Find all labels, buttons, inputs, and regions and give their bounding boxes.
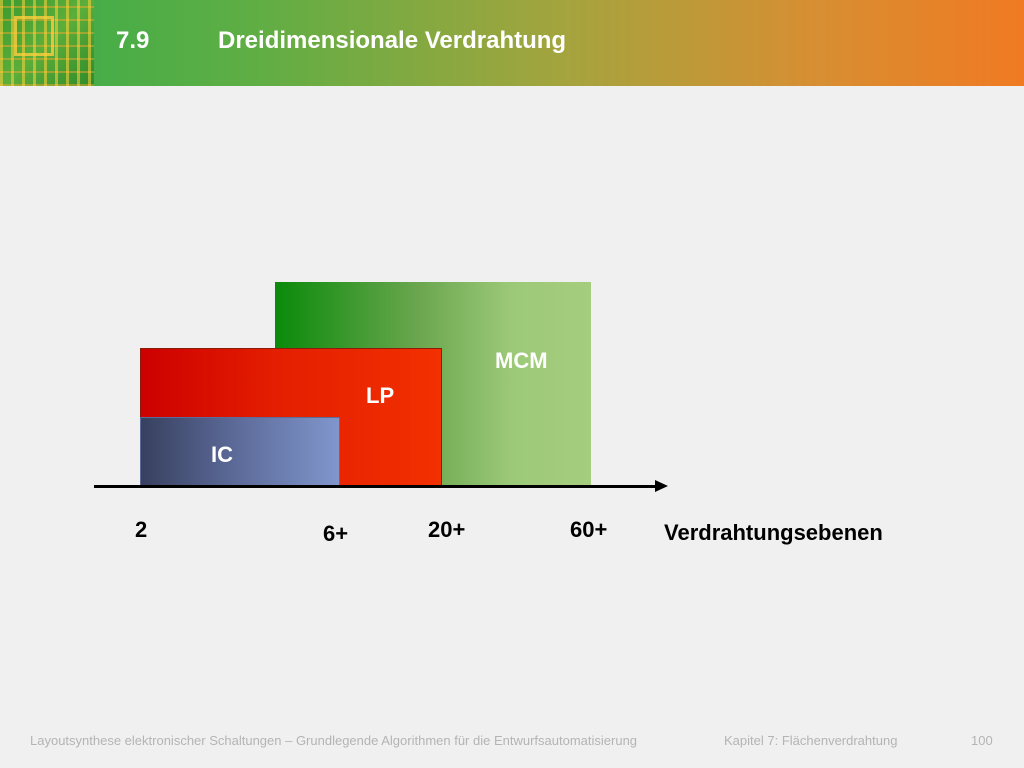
lp-label: LP [366, 383, 395, 408]
tick-label-60: 60+ [570, 517, 608, 542]
slide-title: Dreidimensionale Verdrahtung [218, 27, 567, 54]
footer-page-number: 100 [971, 733, 993, 748]
footer-course: Layoutsynthese elektronischer Schaltunge… [30, 733, 638, 748]
mcm-label: MCM [495, 348, 548, 373]
axis-line [94, 485, 656, 488]
tick-label-20: 20+ [428, 517, 466, 542]
chip-icon [14, 16, 54, 56]
circuit-board-logo [0, 0, 94, 86]
tick-label-6: 6+ [323, 521, 349, 546]
ic-label: IC [211, 442, 233, 467]
axis-arrow-icon [655, 480, 668, 492]
section-number: 7.9 [116, 27, 150, 54]
slide-header: 7.9 Dreidimensionale Verdrahtung [0, 0, 1024, 86]
ic-box [140, 417, 340, 486]
tick-label-2: 2 [135, 517, 148, 542]
footer-chapter: Kapitel 7: Flächenverdrahtung [724, 733, 898, 748]
axis-label: Verdrahtungsebenen [664, 520, 883, 545]
